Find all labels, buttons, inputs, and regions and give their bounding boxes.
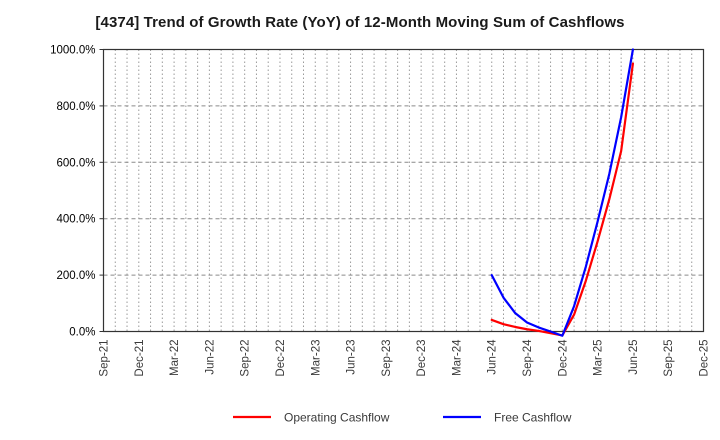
y-tick-label: 400.0% xyxy=(56,214,95,226)
chart-legend: Operating Cashflow Free Cashflow xyxy=(233,411,572,425)
plot-frame xyxy=(102,48,705,333)
x-tick-label: Mar-22 xyxy=(169,340,181,376)
chart-title: [4374] Trend of Growth Rate (YoY) of 12-… xyxy=(95,14,625,31)
x-tick-label: Sep-22 xyxy=(240,340,252,377)
x-tick-label: Jun-23 xyxy=(346,340,358,375)
legend-label: Operating Cashflow xyxy=(284,411,390,425)
y-tick-label: 200.0% xyxy=(56,270,95,282)
series-line xyxy=(490,48,635,337)
data-series-lines xyxy=(490,48,635,337)
y-axis-tick-labels: 0.0% 200.0% 400.0% 600.0% 800.0% 1000.0% xyxy=(50,45,104,339)
gridlines-major xyxy=(103,105,704,332)
x-tick-label: Sep-21 xyxy=(99,340,111,377)
x-tick-label: Jun-24 xyxy=(487,339,499,375)
legend-label: Free Cashflow xyxy=(494,411,572,425)
x-tick-label: Sep-23 xyxy=(381,340,393,377)
plot-border xyxy=(102,48,705,333)
x-tick-label: Sep-25 xyxy=(663,340,675,377)
x-tick-label: Mar-25 xyxy=(593,340,605,376)
x-tick-label: Dec-22 xyxy=(275,340,287,377)
x-tick-label: Dec-25 xyxy=(699,340,711,377)
x-tick-label: Dec-23 xyxy=(416,340,428,377)
x-tick-label: Mar-23 xyxy=(310,340,322,376)
y-tick-label: 0.0% xyxy=(69,327,95,339)
x-tick-label: Mar-24 xyxy=(451,339,463,376)
y-tick-label: 1000.0% xyxy=(50,45,95,57)
x-tick-label: Sep-24 xyxy=(522,339,534,377)
x-tick-label: Jun-25 xyxy=(628,340,640,375)
x-tick-label: Jun-22 xyxy=(204,340,216,375)
x-axis-tick-labels: Sep-21 Dec-21 Mar-22 Jun-22 Sep-22 Dec-22 Mar-… xyxy=(99,339,711,377)
y-tick-label: 800.0% xyxy=(56,101,95,113)
gridlines-minor xyxy=(103,49,704,332)
x-tick-label: Dec-24 xyxy=(557,339,569,377)
y-tick-label: 600.0% xyxy=(56,157,95,169)
x-tick-label: Dec-21 xyxy=(134,340,146,377)
